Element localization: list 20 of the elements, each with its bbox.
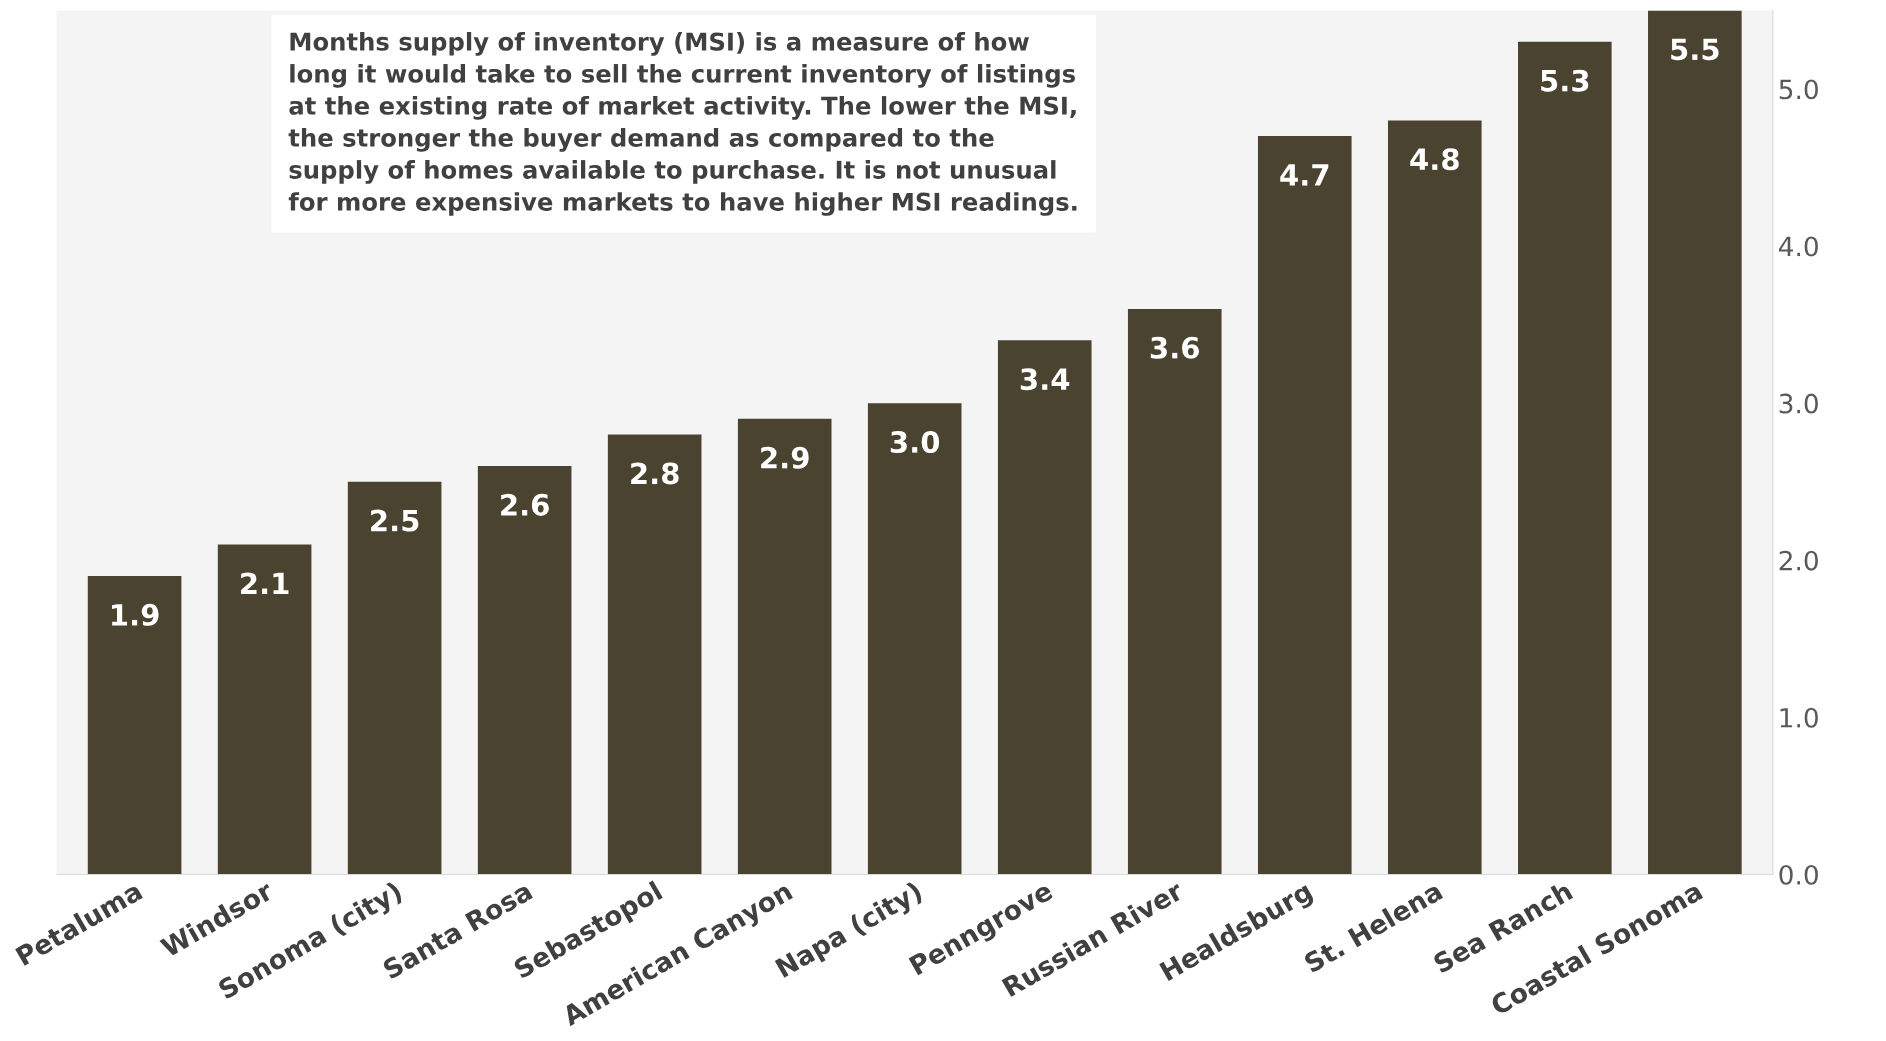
data-label: 2.1 (241, 572, 289, 595)
y-tick-label: 4.0 (1778, 236, 1818, 257)
y-tick-label: 1.0 (1780, 707, 1818, 728)
data-label: 5.5 (1671, 38, 1719, 61)
data-label: 1.9 (112, 603, 159, 626)
data-label: 3.4 (1020, 368, 1070, 391)
y-tick-label: 5.0 (1779, 79, 1818, 100)
y-tick-label: 2.0 (1779, 550, 1818, 571)
data-label: 2.6 (501, 493, 549, 516)
annotation: Months supply of inventory (MSI) is a measure of how long it would take to sell the current inventory of listings at the existing rate of market activity. The lower the MSI, the stronger the buyer demand as compared to the supply of homes available to purchase. It is not unusual for more expensive markets to have higher MSI readings. (288, 32, 1077, 216)
data-label: 4.7 (1280, 164, 1329, 186)
y-tick-label: 0.0 (1779, 864, 1818, 885)
y-tick-label: 3.0 (1779, 393, 1818, 414)
data-label: 5.3 (1541, 69, 1589, 92)
data-label: 3.0 (890, 430, 940, 454)
data-label: 4.8 (1410, 148, 1459, 171)
data-label: 2.8 (631, 462, 679, 485)
data-label: 2.9 (761, 446, 809, 469)
data-label: 3.6 (1150, 336, 1200, 359)
data-label: 2.5 (371, 509, 419, 532)
